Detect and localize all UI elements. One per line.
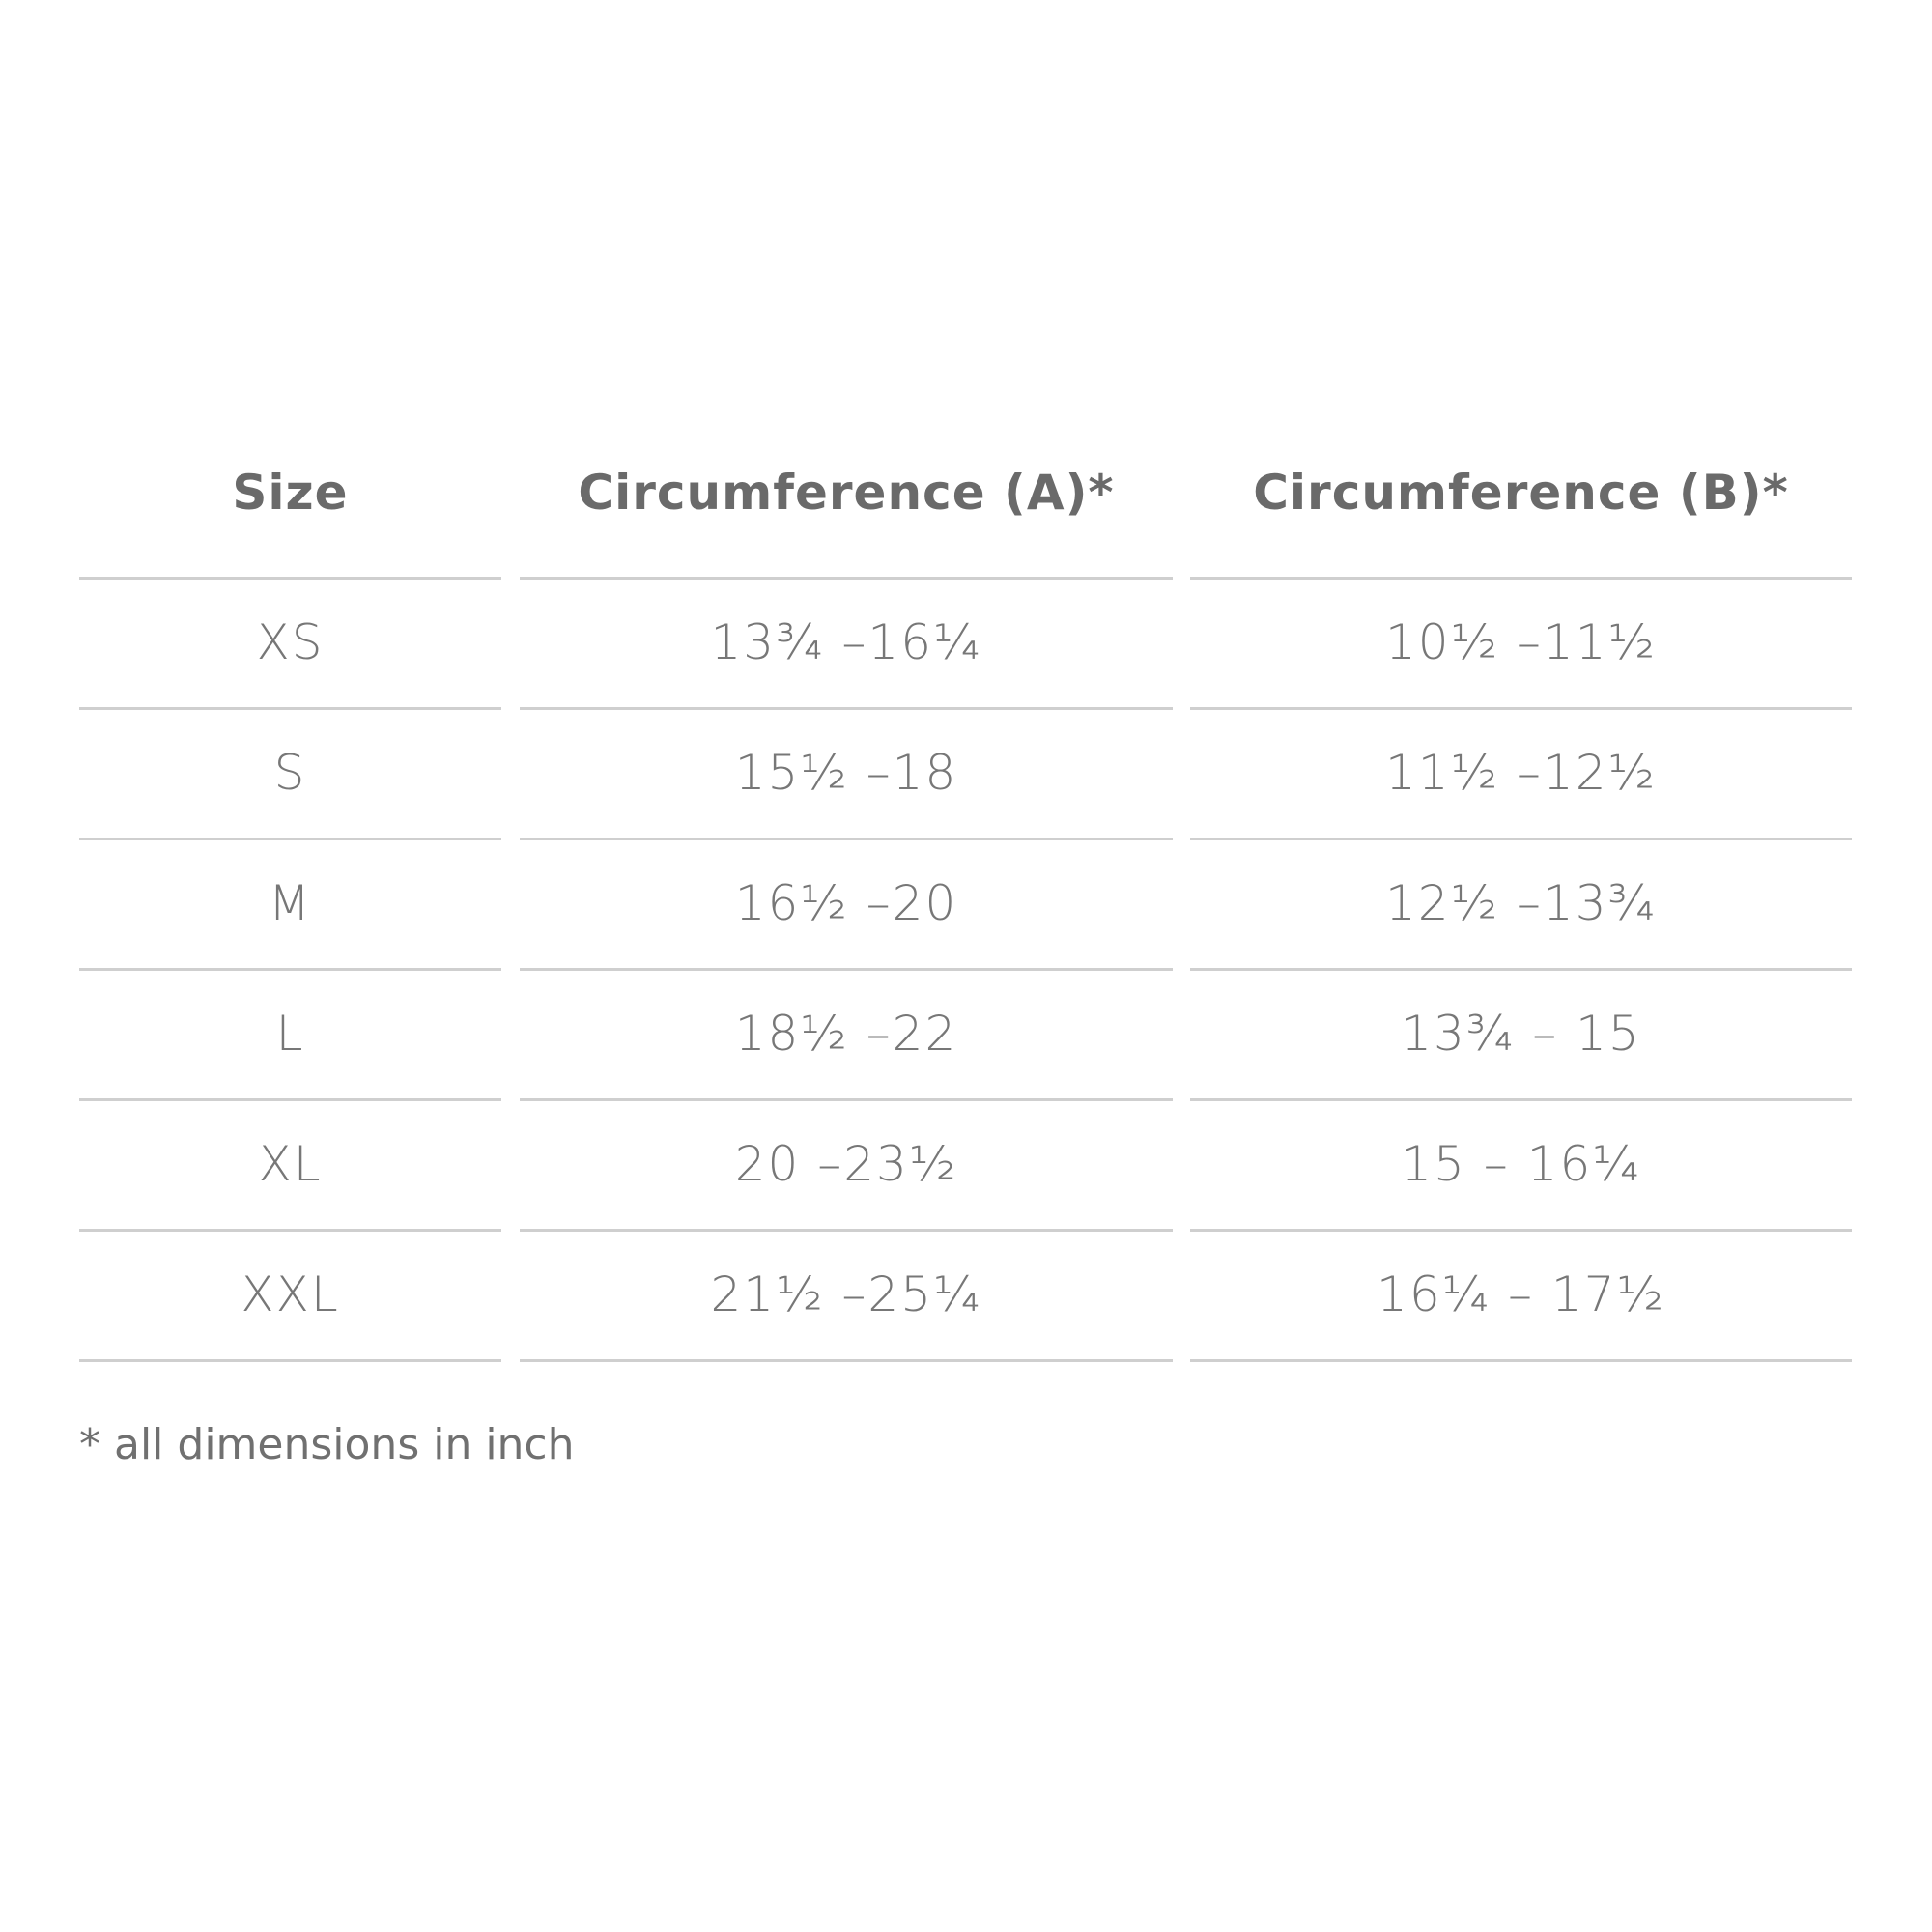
size-cell: L — [275, 1006, 305, 1062]
row-divider — [1190, 577, 1852, 580]
size-cell: M — [268, 875, 313, 931]
measurement-cell: 15½ –18 — [734, 745, 958, 801]
row-divider — [520, 838, 1173, 840]
row-divider — [79, 1229, 501, 1232]
row-divider — [1190, 1359, 1852, 1362]
row-divider — [79, 707, 501, 710]
row-divider — [1190, 1098, 1852, 1101]
row-divider — [520, 1359, 1173, 1362]
row-divider — [520, 577, 1173, 580]
measurement-cell: 13¾ – 15 — [1401, 1006, 1641, 1062]
measurement-cell: 18½ –22 — [734, 1006, 958, 1062]
measurement-cell: 11½ –12½ — [1384, 745, 1658, 801]
measurement-cell: 10½ –11½ — [1384, 614, 1658, 670]
row-divider — [1190, 707, 1852, 710]
measurement-cell: 13¾ –16¼ — [710, 614, 982, 670]
size-cell: XXL — [241, 1266, 340, 1322]
row-divider — [79, 838, 501, 840]
row-divider — [520, 1098, 1173, 1101]
column-header: Size — [232, 465, 349, 521]
footnote: * all dimensions in inch — [79, 1420, 575, 1469]
row-divider — [1190, 1229, 1852, 1232]
row-divider — [79, 1359, 501, 1362]
measurement-cell: 16½ –20 — [734, 875, 958, 931]
measurement-cell: 16¼ – 17½ — [1377, 1266, 1665, 1322]
measurement-cell: 21½ –25¼ — [710, 1266, 982, 1322]
row-divider — [520, 707, 1173, 710]
measurement-cell: 12½ –13¾ — [1384, 875, 1658, 931]
measurement-cell: 15 – 16¼ — [1401, 1136, 1641, 1192]
row-divider — [520, 1229, 1173, 1232]
size-cell: S — [273, 745, 307, 801]
row-divider — [520, 968, 1173, 971]
row-divider — [79, 577, 501, 580]
size-cell: XS — [256, 614, 325, 670]
size-cell: XL — [258, 1136, 323, 1192]
column-header: Circumference (A)* — [578, 465, 1115, 521]
measurement-cell: 20 –23½ — [734, 1136, 958, 1192]
row-divider — [1190, 968, 1852, 971]
row-divider — [1190, 838, 1852, 840]
column-header: Circumference (B)* — [1253, 465, 1789, 521]
row-divider — [79, 1098, 501, 1101]
row-divider — [79, 968, 501, 971]
